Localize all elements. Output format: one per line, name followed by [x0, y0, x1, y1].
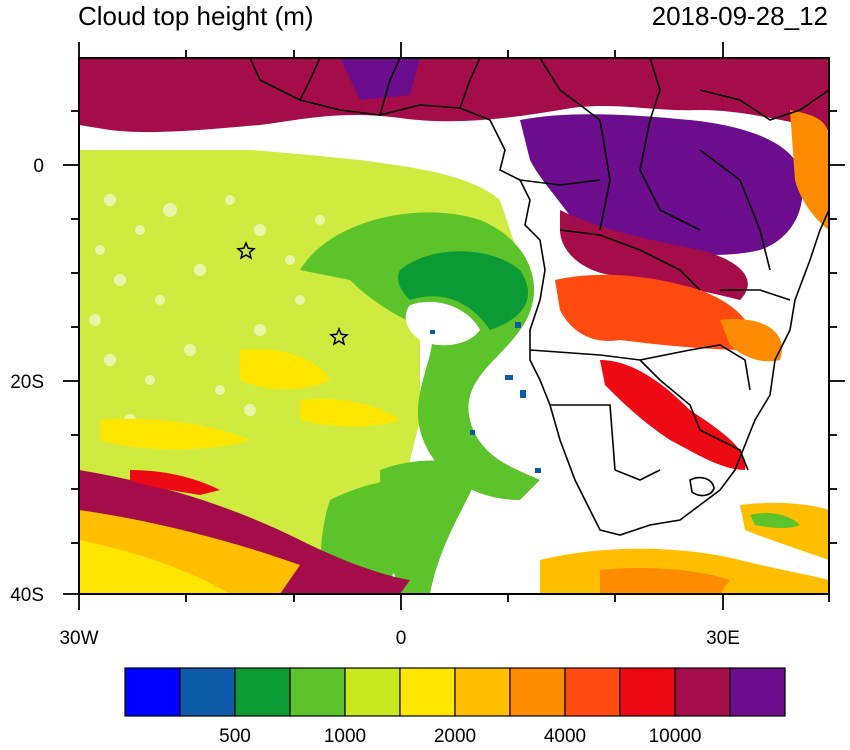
- y-tick-label: 0: [33, 156, 44, 177]
- colorbar-swatch: [344, 667, 401, 717]
- colorbar-swatch: [564, 667, 621, 717]
- colorbar-swatch: [454, 667, 511, 717]
- y-tick-label: 20S: [10, 372, 44, 393]
- map-datetime: 2018-09-28_12: [651, 1, 828, 31]
- colorbar-label: 2000: [433, 726, 477, 747]
- star-marker: [329, 327, 349, 346]
- colorbar-swatch: [179, 667, 236, 717]
- colorbar-swatch: [399, 667, 456, 717]
- x-tick-label: 0: [396, 628, 407, 649]
- colorbar-label: 500: [219, 726, 251, 747]
- x-tick-label: 30W: [59, 628, 98, 649]
- colorbar-swatch: [509, 667, 566, 717]
- site-markers: [236, 241, 349, 346]
- star-marker: [236, 241, 256, 260]
- colorbar-swatch: [289, 667, 346, 717]
- axis-ticks: [63, 42, 845, 610]
- colorbar-swatch: [124, 667, 181, 717]
- colorbar-label: 10000: [648, 726, 702, 747]
- colorbar-label: 4000: [543, 726, 587, 747]
- colorbar-swatch: [674, 667, 731, 717]
- colorbar: [124, 667, 786, 717]
- colorbar-swatch: [234, 667, 291, 717]
- colorbar-swatch: [619, 667, 676, 717]
- map-frame: [78, 57, 830, 595]
- colorbar-label: 1000: [323, 726, 367, 747]
- coastlines: [249, 58, 829, 536]
- colorbar-swatch: [729, 667, 786, 717]
- map-field: [79, 58, 829, 594]
- y-tick-label: 40S: [10, 585, 44, 606]
- map-title: Cloud top height (m): [78, 1, 314, 31]
- x-tick-label: 30E: [706, 628, 740, 649]
